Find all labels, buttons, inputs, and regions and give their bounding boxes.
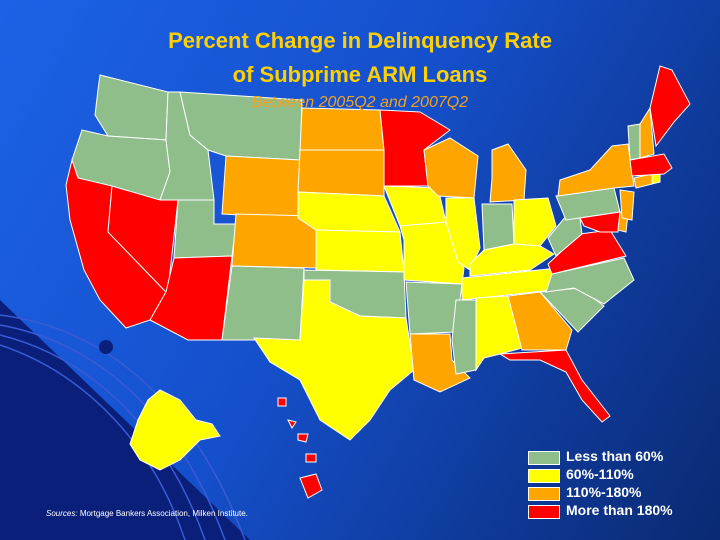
state-KS[interactable] — [315, 229, 405, 273]
state-MS[interactable] — [451, 299, 477, 375]
state-MA[interactable] — [629, 153, 673, 177]
state-NC[interactable] — [545, 257, 635, 305]
arc — [0, 344, 186, 540]
state-HI[interactable] — [287, 419, 297, 429]
arc — [0, 334, 206, 540]
state-LA[interactable] — [409, 333, 471, 393]
state-KY[interactable] — [469, 243, 555, 277]
state-NM[interactable] — [221, 265, 305, 341]
state-NE[interactable] — [297, 191, 401, 233]
legend-label: 110%-180% — [566, 484, 642, 500]
state-CA[interactable] — [65, 158, 167, 329]
legend-swatch — [528, 505, 560, 519]
title-line-1: Percent Change in Delinquency Rate — [168, 28, 552, 53]
legend-swatch — [528, 451, 560, 465]
arc — [0, 324, 226, 540]
state-HI[interactable] — [299, 473, 323, 499]
state-HI[interactable] — [305, 453, 317, 463]
sources-note: Sources: Mortgage Bankers Association, M… — [46, 509, 248, 518]
state-HI[interactable] — [297, 433, 309, 443]
state-VT[interactable] — [627, 123, 641, 161]
state-IN[interactable] — [481, 203, 515, 251]
state-GA[interactable] — [507, 291, 573, 351]
legend-label: 60%-110% — [566, 466, 634, 482]
state-TX[interactable] — [253, 279, 415, 441]
state-ND[interactable] — [299, 107, 385, 151]
legend-swatch — [528, 487, 560, 501]
state-AZ[interactable] — [149, 255, 233, 341]
sources-label: Sources: — [46, 509, 78, 518]
state-MD[interactable] — [579, 211, 621, 233]
title-line-2: of Subprime ARM Loans — [232, 62, 488, 87]
state-WY[interactable] — [221, 155, 301, 219]
state-NJ[interactable] — [619, 189, 635, 221]
legend-label: More than 180% — [566, 502, 673, 518]
state-MI[interactable] — [489, 143, 527, 203]
state-OH[interactable] — [513, 197, 557, 247]
state-NH[interactable] — [639, 106, 655, 159]
state-WV[interactable] — [547, 215, 583, 257]
state-WI[interactable] — [423, 137, 479, 199]
legend-swatch — [528, 469, 560, 483]
state-HI[interactable] — [277, 397, 287, 407]
subtitle: Between 2005Q2 and 2007Q2 — [251, 94, 469, 111]
state-AK[interactable] — [129, 389, 221, 471]
dot — [99, 340, 113, 354]
sources-text: Mortgage Bankers Association, Milken Ins… — [79, 509, 248, 518]
state-ME[interactable] — [649, 65, 691, 148]
state-FL[interactable] — [498, 349, 611, 423]
state-RI[interactable] — [651, 173, 661, 185]
legend-label: Less than 60% — [566, 448, 664, 464]
state-NY[interactable] — [557, 143, 635, 197]
arc — [0, 314, 246, 540]
state-SD[interactable] — [297, 149, 385, 197]
